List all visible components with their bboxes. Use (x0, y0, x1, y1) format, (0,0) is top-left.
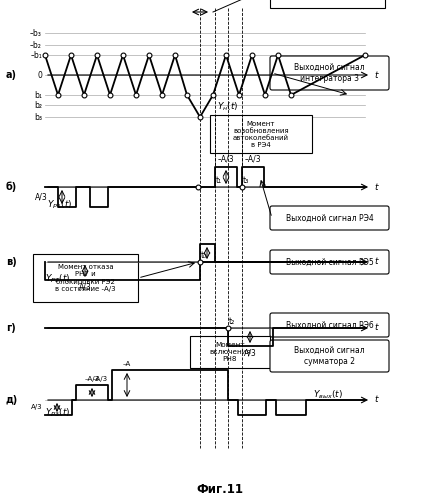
Text: д): д) (6, 395, 18, 405)
Text: –A/3: –A/3 (217, 154, 234, 163)
Text: –b₂: –b₂ (30, 40, 42, 49)
Bar (209, 115, 311, 153)
Text: A/3: A/3 (31, 405, 43, 411)
Text: A/3: A/3 (35, 193, 48, 202)
Text: 0: 0 (37, 70, 42, 79)
Text: б): б) (6, 182, 17, 192)
Text: Момент
включения
РН8: Момент включения РН8 (208, 342, 251, 362)
Text: t: t (373, 183, 377, 192)
Text: –A: –A (123, 361, 131, 367)
Text: b₂: b₂ (34, 100, 42, 109)
Text: t₃: t₃ (243, 176, 249, 185)
Text: A/3: A/3 (78, 283, 91, 292)
Text: t₂: t₂ (229, 317, 235, 326)
Text: Момент
возобновления
автоколебаний
в РЭ4: Момент возобновления автоколебаний в РЭ4 (233, 120, 288, 148)
Text: Выходной сигнал РЭ6: Выходной сигнал РЭ6 (285, 320, 373, 329)
FancyBboxPatch shape (269, 206, 388, 230)
Text: Выходной сигнал РЭ4: Выходной сигнал РЭ4 (285, 214, 373, 223)
Text: Выходной сигнал РЭ5: Выходной сигнал РЭ5 (285, 257, 373, 266)
Text: b₁: b₁ (34, 90, 42, 99)
Text: A/3: A/3 (243, 349, 256, 358)
Text: –A/3: –A/3 (92, 376, 107, 382)
Text: t₀: t₀ (201, 251, 207, 260)
FancyBboxPatch shape (269, 340, 388, 372)
Text: t: t (373, 70, 377, 79)
Text: t: t (373, 396, 377, 405)
FancyBboxPatch shape (269, 313, 388, 337)
Text: $Y_н(t)$: $Y_н(t)$ (216, 100, 238, 112)
Text: а): а) (6, 70, 17, 80)
Text: $Y_{вых}(t)$: $Y_{вых}(t)$ (312, 389, 342, 401)
Text: г): г) (6, 323, 16, 333)
Text: $Y_{P2}(t)$: $Y_{P2}(t)$ (45, 272, 70, 285)
Text: –A/3: –A/3 (84, 376, 99, 382)
Text: Выходной сигнал
сумматора 2: Выходной сигнал сумматора 2 (293, 346, 364, 366)
Bar (190, 336, 269, 368)
FancyBboxPatch shape (269, 250, 388, 274)
Text: $Y_{P1}(t)$: $Y_{P1}(t)$ (47, 199, 72, 211)
Text: Момент отказа
РН7 и
блокировки РЭ2
в состояние -А/3: Момент отказа РН7 и блокировки РЭ2 в сос… (55, 264, 116, 292)
Text: Интервал
переориентации
состояний РЭ: Интервал переориентации состояний РЭ (293, 0, 360, 2)
Bar (269, 0, 384, 8)
Text: $Y_{P3}(t)$: $Y_{P3}(t)$ (45, 407, 70, 419)
Text: –A/3: –A/3 (244, 154, 261, 163)
Text: t: t (373, 257, 377, 266)
Text: в): в) (6, 257, 17, 267)
FancyBboxPatch shape (269, 56, 388, 90)
Text: –b₁: –b₁ (30, 50, 42, 59)
Bar (33, 254, 138, 302)
Text: b₃: b₃ (34, 112, 42, 121)
Text: –b₃: –b₃ (30, 28, 42, 37)
Text: Выходной сигнал
интегратора 3: Выходной сигнал интегратора 3 (293, 63, 364, 83)
Text: t: t (373, 323, 377, 332)
Text: Фиг.11: Фиг.11 (196, 483, 243, 496)
Text: t₁: t₁ (215, 176, 222, 185)
